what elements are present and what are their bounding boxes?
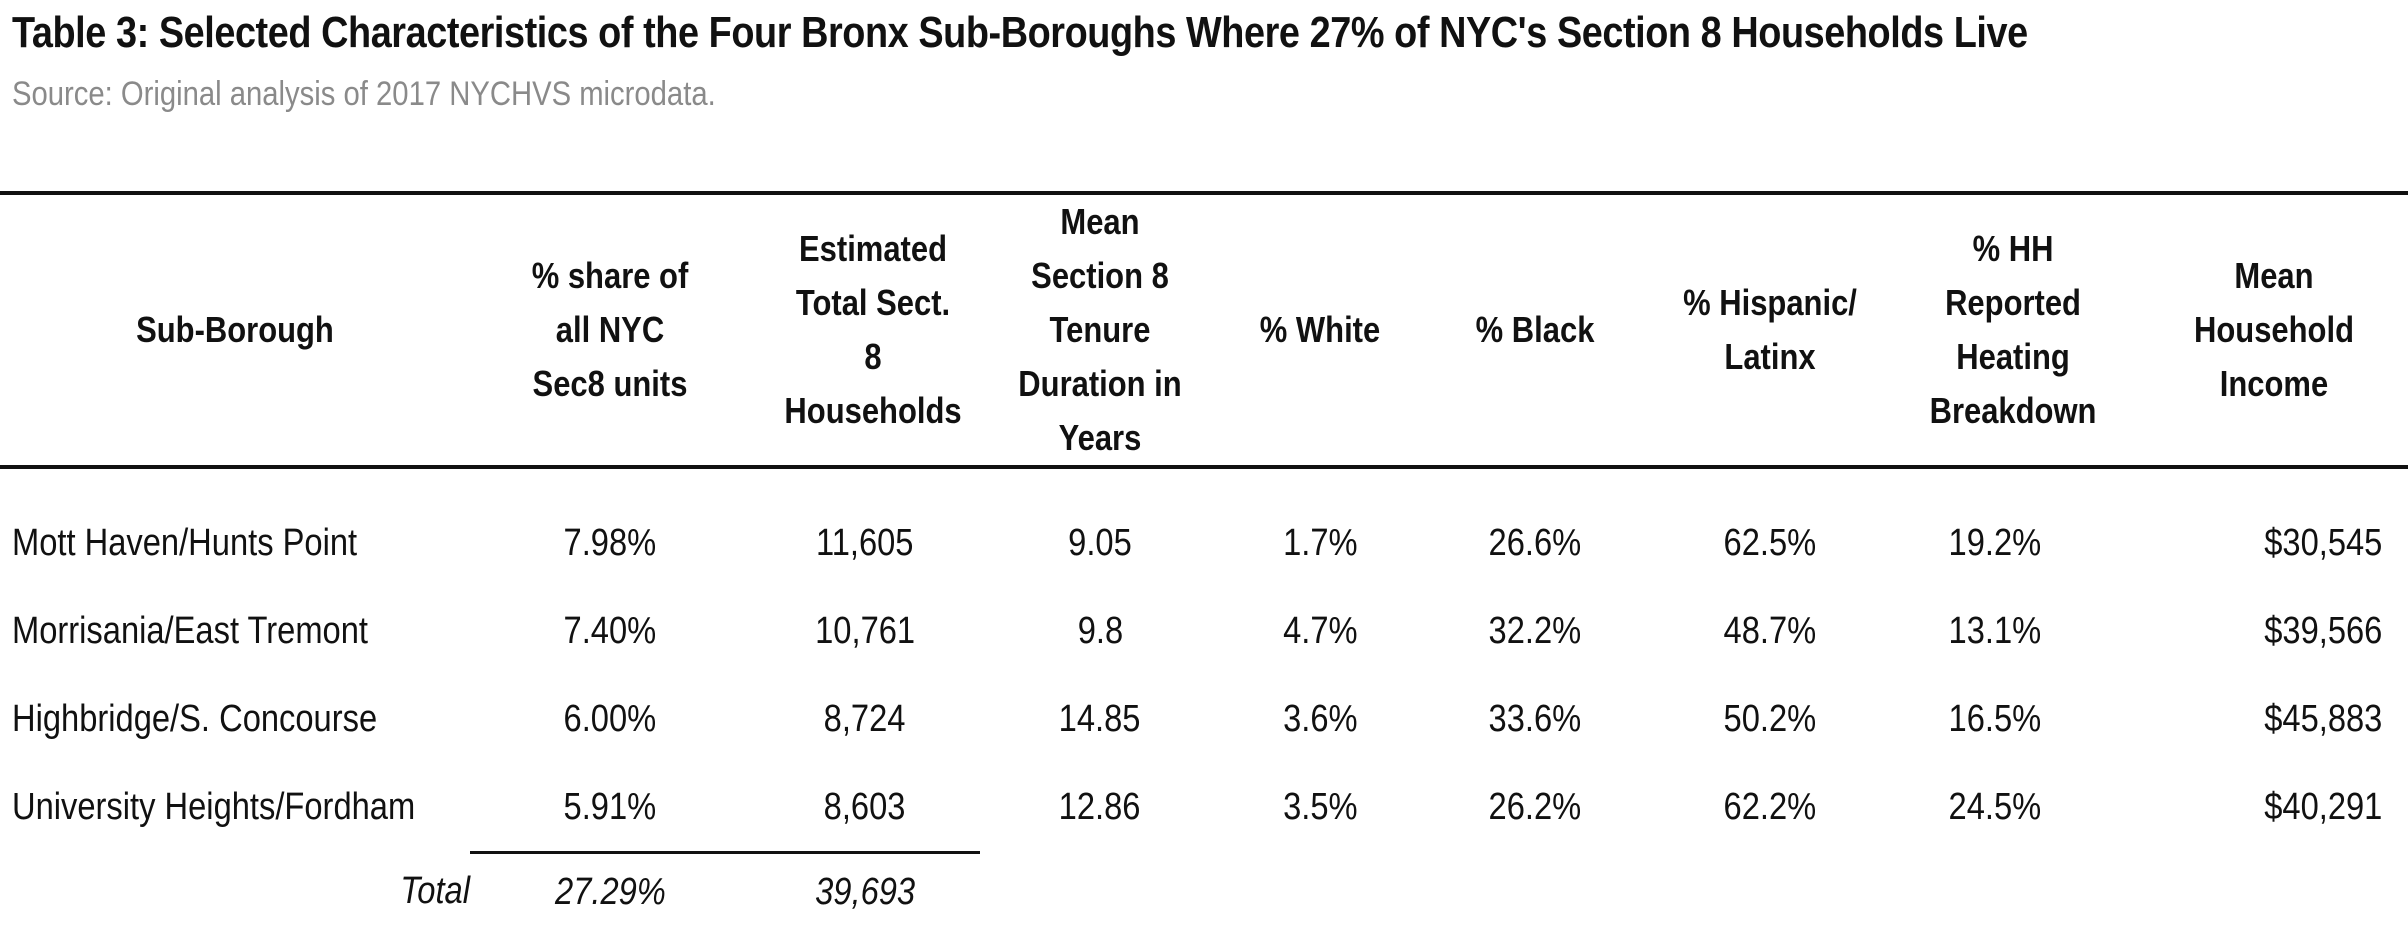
header-mean-income: Mean Household Income bbox=[2100, 193, 2408, 467]
table-row: Highbridge/S. Concourse 6.00% 8,724 14.8… bbox=[0, 675, 2408, 763]
row-tenure: 9.8 bbox=[980, 587, 1220, 675]
row-heating: 16.5% bbox=[1890, 675, 2100, 763]
table-header-row: Sub-Borough % share of all NYC Sec8 unit… bbox=[0, 193, 2408, 467]
header-total-households: Estimated Total Sect. 8 Households bbox=[750, 193, 980, 467]
row-income: $39,566 bbox=[2100, 587, 2408, 675]
header-pct-black: % Black bbox=[1420, 193, 1650, 467]
table-row: Mott Haven/Hunts Point 7.98% 11,605 9.05… bbox=[0, 467, 2408, 587]
row-share: 7.98% bbox=[470, 467, 750, 587]
row-share: 7.40% bbox=[470, 587, 750, 675]
document-page: Table 3: Selected Characteristics of the… bbox=[0, 0, 2408, 841]
row-households: 10,761 bbox=[750, 587, 980, 675]
row-tenure: 12.86 bbox=[980, 763, 1220, 853]
row-white: 3.5% bbox=[1220, 763, 1420, 853]
row-households: 8,724 bbox=[750, 675, 980, 763]
characteristics-table-container: Sub-Borough % share of all NYC Sec8 unit… bbox=[0, 191, 2408, 930]
header-sub-borough: Sub-Borough bbox=[0, 193, 470, 467]
total-row: Total 27.29% 39,693 bbox=[0, 853, 2408, 930]
table-title: Table 3: Selected Characteristics of the… bbox=[12, 8, 2028, 58]
row-hispanic: 50.2% bbox=[1650, 675, 1890, 763]
row-heating: 24.5% bbox=[1890, 763, 2100, 853]
row-share: 6.00% bbox=[470, 675, 750, 763]
header-heating-breakdown: % HH Reported Heating Breakdown bbox=[1890, 193, 2100, 467]
total-share: 27.29% bbox=[470, 853, 750, 930]
row-hispanic: 62.5% bbox=[1650, 467, 1890, 587]
row-tenure: 14.85 bbox=[980, 675, 1220, 763]
row-hispanic: 48.7% bbox=[1650, 587, 1890, 675]
row-households: 8,603 bbox=[750, 763, 980, 853]
row-heating: 19.2% bbox=[1890, 467, 2100, 587]
row-share: 5.91% bbox=[470, 763, 750, 853]
row-tenure: 9.05 bbox=[980, 467, 1220, 587]
row-white: 3.6% bbox=[1220, 675, 1420, 763]
characteristics-table: Sub-Borough % share of all NYC Sec8 unit… bbox=[0, 191, 2408, 930]
header-pct-hispanic: % Hispanic/ Latinx bbox=[1650, 193, 1890, 467]
row-sub-borough: Mott Haven/Hunts Point bbox=[0, 467, 470, 587]
row-white: 1.7% bbox=[1220, 467, 1420, 587]
total-label: Total bbox=[0, 853, 470, 930]
row-hispanic: 62.2% bbox=[1650, 763, 1890, 853]
row-black: 32.2% bbox=[1420, 587, 1650, 675]
header-share-sec8: % share of all NYC Sec8 units bbox=[470, 193, 750, 467]
row-sub-borough: Morrisania/East Tremont bbox=[0, 587, 470, 675]
row-black: 26.6% bbox=[1420, 467, 1650, 587]
row-sub-borough: Highbridge/S. Concourse bbox=[0, 675, 470, 763]
row-income: $30,545 bbox=[2100, 467, 2408, 587]
row-heating: 13.1% bbox=[1890, 587, 2100, 675]
total-households: 39,693 bbox=[750, 853, 980, 930]
row-black: 33.6% bbox=[1420, 675, 1650, 763]
table-row: Morrisania/East Tremont 7.40% 10,761 9.8… bbox=[0, 587, 2408, 675]
row-sub-borough: University Heights/Fordham bbox=[0, 763, 470, 853]
header-pct-white: % White bbox=[1220, 193, 1420, 467]
table-source-note: Source: Original analysis of 2017 NYCHVS… bbox=[12, 75, 716, 114]
row-households: 11,605 bbox=[750, 467, 980, 587]
row-black: 26.2% bbox=[1420, 763, 1650, 853]
header-tenure-duration: Mean Section 8 Tenure Duration in Years bbox=[980, 193, 1220, 467]
table-row: University Heights/Fordham 5.91% 8,603 1… bbox=[0, 763, 2408, 853]
row-income: $45,883 bbox=[2100, 675, 2408, 763]
row-white: 4.7% bbox=[1220, 587, 1420, 675]
row-income: $40,291 bbox=[2100, 763, 2408, 853]
